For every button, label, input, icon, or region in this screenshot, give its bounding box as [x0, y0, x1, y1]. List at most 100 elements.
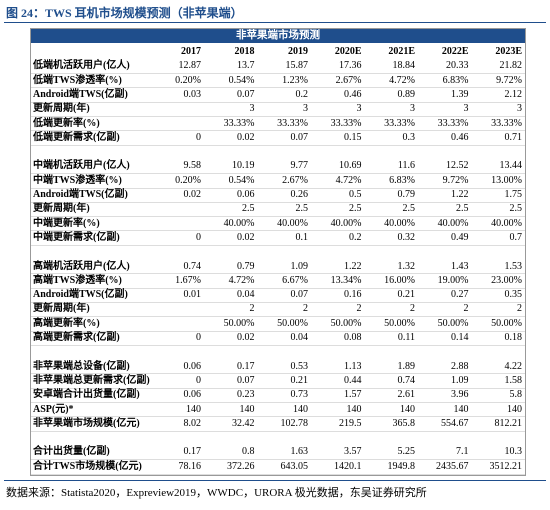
cell-value: 0.44 [344, 374, 362, 386]
cell-value: 13.34% [330, 274, 362, 286]
cell-value: 1.22 [344, 260, 362, 272]
cell-value: 1949.8 [387, 460, 416, 472]
cell-value: 554.67 [441, 417, 469, 429]
cell-value: 5.8 [509, 389, 523, 401]
row-divider [31, 130, 525, 132]
cell-value: 2.5 [509, 203, 523, 215]
cell-value: 0.03 [183, 88, 202, 100]
cell-value: 1.13 [344, 360, 362, 372]
source-note: 数据来源：Statista2020，Expreview2019，WWDC，URO… [6, 487, 427, 499]
cell-value: 50.00% [491, 317, 522, 329]
cell-value: 0.71 [504, 131, 523, 143]
column-header: 2022E [441, 46, 469, 57]
cell-value: 2 [249, 303, 255, 315]
cell-value: 1.75 [504, 189, 523, 200]
cell-value: 3 [303, 103, 308, 115]
table: 非苹果端市场预测 2017 2018 2019 2020E 2021E 2022E 2023… [30, 28, 526, 476]
cell-value: 20.33 [446, 60, 469, 72]
cell-value: 0.53 [290, 360, 309, 372]
row-divider [31, 316, 525, 318]
cell-value: 13.44 [499, 160, 523, 172]
cell-value: 2 [517, 303, 522, 315]
row-divider [31, 301, 525, 303]
cell-value: 10.69 [339, 160, 362, 172]
row-label: Android端TWS(亿副) [33, 289, 128, 301]
row-divider [31, 116, 525, 117]
row-label: 合计出货量(亿副) [33, 446, 110, 458]
row-label: 更新周期(年) [33, 203, 90, 215]
cell-value: 3 [356, 103, 362, 115]
row-label: Android端TWS(亿副) [33, 189, 128, 200]
cell-value: 9.72% [442, 174, 469, 186]
cell-value: 6.83% [389, 174, 415, 186]
column-header: 2017 [181, 46, 201, 57]
cell-value: 0.8 [242, 446, 255, 458]
column-header: 2021E [388, 46, 415, 57]
row-divider [31, 430, 525, 432]
cell-value: 33.33% [223, 117, 255, 129]
cell-value: 140 [346, 403, 362, 415]
cell-value: 0.79 [397, 189, 416, 200]
cell-value: 0.18 [504, 332, 523, 343]
cell-value: 10.3 [504, 446, 523, 458]
cell-value: 0.21 [290, 374, 309, 386]
figure-title: 图 24：TWS 耳机市场规模预测（非苹果端） [6, 6, 243, 20]
cell-value: 50.00% [330, 317, 362, 329]
cell-value: 0 [196, 374, 201, 386]
row-label: 低端TWS渗透率(%) [33, 74, 122, 86]
cell-value: 2.67% [282, 174, 308, 186]
cell-value: 140 [239, 403, 255, 415]
cell-value: 0.07 [290, 289, 309, 301]
cell-value: 16.00% [384, 274, 415, 286]
cell-value: 3.57 [344, 446, 362, 458]
cell-value: 13.00% [491, 174, 522, 186]
cell-value: 140 [507, 403, 522, 415]
cell-value: 40.00% [277, 217, 308, 229]
cell-value: 15.87 [285, 60, 309, 72]
row-divider [31, 101, 525, 103]
row-label: 中端更新率(%) [33, 217, 100, 229]
cell-value: 9.72% [496, 74, 522, 86]
cell-value: 0.02 [237, 332, 255, 343]
row-divider [31, 173, 525, 175]
cell-value: 2 [303, 303, 308, 315]
cell-value: 5.25 [397, 446, 416, 458]
cell-value: 102.78 [280, 417, 309, 429]
cell-value: 40.00% [330, 217, 362, 229]
row-divider [31, 87, 525, 89]
cell-value: 219.5 [339, 417, 362, 429]
cell-value: 2 [356, 303, 362, 315]
row-label: 非苹果端市场规模(亿元) [33, 417, 140, 429]
row-divider [31, 387, 525, 389]
cell-value: 0.46 [344, 88, 362, 100]
cell-value: 0.11 [397, 332, 415, 343]
row-label: 安卓端合计出货量(亿副) [33, 389, 140, 401]
row-label: 非苹果端总设备(亿副) [33, 360, 130, 372]
cell-value: 9.77 [290, 160, 309, 172]
cell-value: 40.00% [384, 217, 415, 229]
cell-value: 21.82 [499, 60, 523, 72]
cell-value: 0.49 [451, 231, 469, 243]
cell-value: 33.33% [437, 117, 469, 129]
cell-value: 643.05 [280, 460, 309, 472]
row-divider [31, 244, 525, 246]
cell-value: 372.26 [227, 460, 255, 472]
cell-value: 2.12 [504, 88, 523, 100]
cell-value: 0.02 [237, 131, 255, 143]
cell-value: 0.74 [397, 374, 416, 386]
cell-value: 1.63 [290, 446, 309, 458]
cell-value: 40.00% [223, 217, 255, 229]
cell-value: 0.06 [183, 360, 202, 372]
row-divider [31, 216, 525, 218]
row-label: 高端机活跃用户(亿人) [33, 260, 130, 272]
cell-value: 1.58 [504, 374, 523, 386]
cell-value: 33.33% [491, 117, 522, 129]
cell-value: 50.00% [223, 317, 255, 329]
cell-value: 40.00% [491, 217, 522, 229]
cell-value: 0 [196, 332, 201, 343]
cell-value: 0.07 [237, 374, 255, 386]
cell-value: 2.67% [335, 74, 362, 86]
cell-value: 0.17 [237, 360, 255, 372]
cell-value: 4.22 [504, 360, 523, 372]
